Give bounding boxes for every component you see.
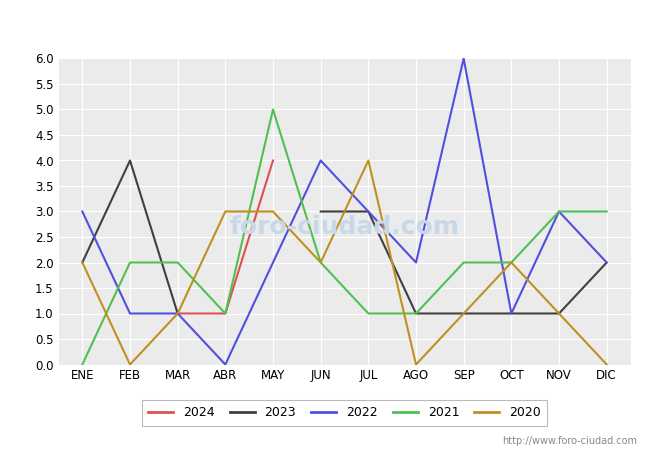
Text: Matriculaciones de Vehiculos en La Roca de la Sierra: Matriculaciones de Vehiculos en La Roca …	[114, 15, 536, 30]
Text: http://www.foro-ciudad.com: http://www.foro-ciudad.com	[502, 436, 637, 446]
Legend: 2024, 2023, 2022, 2021, 2020: 2024, 2023, 2022, 2021, 2020	[142, 400, 547, 426]
Text: foro-ciudad.com: foro-ciudad.com	[229, 215, 460, 239]
